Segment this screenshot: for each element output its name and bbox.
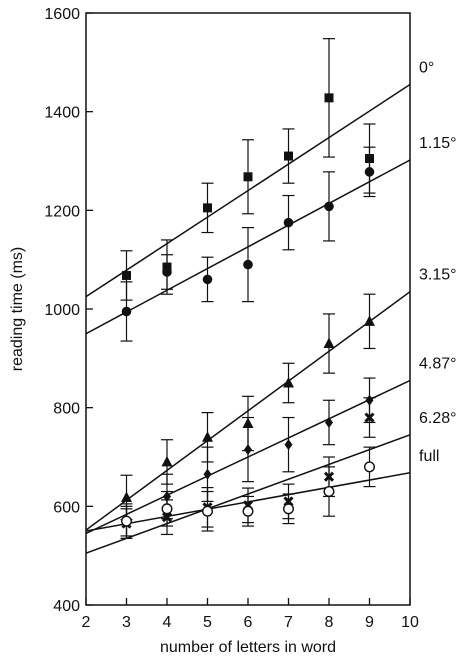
series-label: 3.15° — [419, 267, 457, 284]
series-labels: 0° 1.15° 3.15° 4.87° 6.28° full — [419, 60, 457, 465]
data-point-diamond — [365, 394, 374, 406]
x-tick-label: 4 — [163, 614, 172, 631]
data-point-circle-filled — [121, 306, 132, 317]
x-tick-label: 3 — [122, 614, 131, 631]
data-point-triangle — [323, 337, 335, 349]
data-point-square — [243, 172, 253, 182]
data-point-circle-filled — [283, 217, 294, 228]
data-point-triangle — [202, 431, 213, 442]
data-point-circle-filled — [364, 167, 375, 177]
x-tick-label: 6 — [244, 614, 253, 631]
series-label: 6.28° — [419, 410, 457, 427]
data-point-circle-filled — [324, 201, 334, 212]
data-point-square — [284, 151, 293, 161]
data-point-diamond — [325, 416, 333, 428]
data-point-square — [122, 270, 131, 280]
data-point-triangle — [364, 315, 375, 326]
data-point-diamond — [203, 468, 212, 480]
data-point-diamond — [163, 490, 171, 502]
data-point-square — [203, 203, 212, 213]
y-tick-label: 600 — [53, 499, 80, 516]
y-tick-label: 1200 — [44, 203, 80, 220]
data-point-cross — [323, 471, 335, 482]
data-point-diamond — [284, 439, 293, 451]
y-tick-label: 400 — [53, 598, 80, 615]
x-tick-label: 7 — [284, 614, 293, 631]
data-point-circle-filled — [162, 267, 172, 277]
x-tick-label: 5 — [203, 614, 212, 631]
data-point-circle-open — [201, 505, 213, 517]
data-point-cross — [364, 412, 375, 423]
error-bars — [120, 38, 376, 540]
x-tick-label: 9 — [365, 614, 374, 631]
x-tick-label: 2 — [82, 614, 91, 631]
data-point-square — [162, 262, 172, 272]
series-label: 1.15° — [419, 135, 457, 152]
data-point-circle-open — [242, 505, 254, 517]
y-axis-ticks: 400 600 800 1000 1200 1400 1600 — [44, 6, 93, 615]
y-axis-label: reading time (ms) — [9, 247, 26, 371]
x-axis-ticks: 2 3 4 5 6 7 8 9 10 — [82, 598, 419, 631]
y-tick-label: 1400 — [44, 105, 80, 122]
y-tick-label: 1600 — [44, 6, 80, 23]
x-tick-label: 10 — [401, 614, 419, 631]
data-point-circle-open — [161, 503, 173, 515]
x-tick-label: 8 — [325, 614, 334, 631]
data-point-circle-open — [283, 503, 295, 515]
data-point-square — [324, 93, 334, 103]
series-label: full — [419, 448, 439, 465]
series-label: 0° — [419, 60, 434, 77]
data-point-triangle — [283, 377, 294, 388]
data-point-triangle — [161, 455, 173, 467]
y-tick-label: 800 — [53, 401, 80, 418]
data-point-triangle — [121, 491, 132, 502]
data-point-circle-filled — [202, 274, 213, 285]
data-markers — [120, 93, 376, 529]
data-point-circle-open — [364, 461, 376, 473]
x-axis-label: number of letters in word — [160, 639, 336, 656]
data-point-cross — [161, 512, 173, 523]
series-label: 4.87° — [419, 356, 457, 373]
data-point-circle-open — [323, 486, 335, 498]
data-point-square — [365, 154, 374, 164]
data-point-circle-open — [120, 515, 132, 527]
data-point-triangle — [242, 417, 254, 428]
data-point-circle-filled — [243, 259, 253, 270]
data-point-diamond — [244, 444, 252, 456]
y-tick-label: 1000 — [44, 302, 80, 319]
